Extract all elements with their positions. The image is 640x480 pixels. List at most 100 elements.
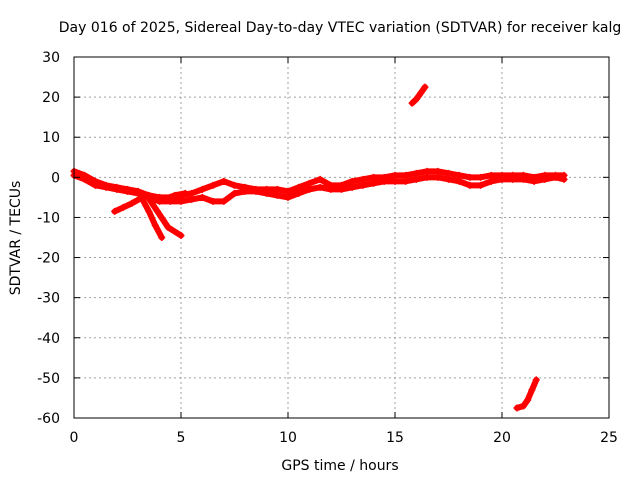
y-tick-label: 10 — [42, 130, 60, 146]
grid — [74, 57, 609, 418]
data-point — [421, 83, 429, 91]
data-point — [252, 187, 260, 195]
data-point — [145, 207, 153, 215]
data-point — [284, 193, 292, 201]
series-branch-b — [137, 192, 165, 241]
data-point — [519, 175, 527, 183]
data-point — [273, 191, 281, 199]
data-point — [434, 167, 442, 175]
data-point — [524, 396, 532, 404]
data-point — [552, 173, 559, 181]
x-tick-label: 10 — [279, 430, 297, 446]
data-point — [402, 177, 410, 185]
data-point — [327, 185, 335, 193]
data-point — [466, 181, 474, 189]
x-tick-label: 25 — [600, 430, 618, 446]
ticks: 0 5 10 15 20 25 -60 -50 -40 -30 -20 -10 0 10 20 30 — [37, 50, 618, 446]
data-point — [509, 175, 517, 183]
data-point — [305, 185, 313, 193]
chart-title: Day 016 of 2025, Sidereal Day-to-day VTE… — [59, 20, 621, 36]
data-point — [177, 231, 185, 239]
data-point — [91, 181, 99, 189]
series-branch-c — [143, 192, 184, 239]
data-point — [181, 189, 189, 197]
data-point — [231, 181, 238, 189]
data-point — [209, 181, 217, 189]
data-point — [119, 203, 127, 211]
data-point — [316, 183, 324, 191]
y-tick-label: -10 — [37, 210, 60, 226]
data-point — [160, 195, 168, 203]
data-point — [359, 175, 367, 183]
data-point — [530, 177, 538, 185]
data-point — [348, 177, 356, 185]
data-point — [445, 175, 452, 183]
data-point — [220, 197, 228, 205]
data-point — [412, 175, 420, 183]
data-point — [359, 181, 367, 189]
x-axis-title: GPS time / hours — [281, 458, 398, 474]
y-tick-label: 20 — [42, 90, 60, 106]
data-point — [143, 191, 151, 199]
data-point — [370, 179, 378, 187]
y-tick-label: 0 — [51, 170, 60, 186]
data-point — [263, 189, 271, 197]
x-tick-label: 15 — [386, 430, 404, 446]
data-point — [113, 185, 121, 193]
data-point — [541, 175, 549, 183]
y-tick-label: -60 — [37, 411, 60, 427]
data-point — [423, 173, 431, 181]
data-point — [466, 173, 474, 181]
data-point — [295, 183, 303, 191]
data-point — [477, 173, 485, 181]
data-point — [487, 171, 495, 179]
y-tick-label: -50 — [37, 371, 60, 387]
data-point — [519, 402, 527, 410]
data-point — [417, 89, 425, 97]
data-point — [532, 376, 540, 384]
data-point — [284, 187, 292, 195]
data-point — [209, 197, 217, 205]
data-point — [498, 175, 506, 183]
y-tick-label: -30 — [37, 291, 60, 307]
x-tick-label: 20 — [493, 430, 511, 446]
data-point — [220, 177, 228, 185]
data-point — [164, 223, 172, 231]
data-point — [391, 171, 399, 179]
data-point — [380, 177, 388, 185]
data-point — [455, 177, 463, 185]
data-point — [153, 207, 161, 215]
y-tick-label: 30 — [42, 50, 60, 66]
data-point — [391, 177, 399, 185]
data-point — [81, 175, 89, 183]
data-point — [273, 185, 281, 193]
data-point — [434, 173, 442, 181]
y-tick-label: -20 — [37, 251, 60, 267]
data-point — [513, 404, 521, 412]
data-point — [198, 193, 206, 201]
data-point — [241, 187, 249, 195]
series-arc-lower — [513, 376, 540, 411]
data-point — [151, 221, 159, 229]
data-layer — [70, 83, 568, 412]
data-point — [560, 175, 568, 183]
data-point — [408, 99, 416, 107]
data-point — [158, 234, 166, 241]
data-point — [198, 185, 206, 193]
data-point — [177, 197, 185, 205]
data-point — [316, 175, 324, 183]
x-tick-label: 0 — [70, 430, 79, 446]
data-point — [102, 183, 110, 191]
data-point — [124, 187, 131, 195]
data-point — [412, 95, 420, 103]
y-axis-title: SDTVAR / TECUs — [8, 181, 24, 296]
y-tick-label: -40 — [37, 331, 60, 347]
data-point — [348, 183, 356, 191]
data-point — [111, 207, 119, 215]
data-point — [402, 171, 410, 179]
data-point — [477, 181, 485, 189]
data-point — [370, 173, 378, 181]
data-point — [128, 199, 136, 207]
series-branch-a — [111, 194, 146, 215]
data-point — [338, 185, 345, 193]
